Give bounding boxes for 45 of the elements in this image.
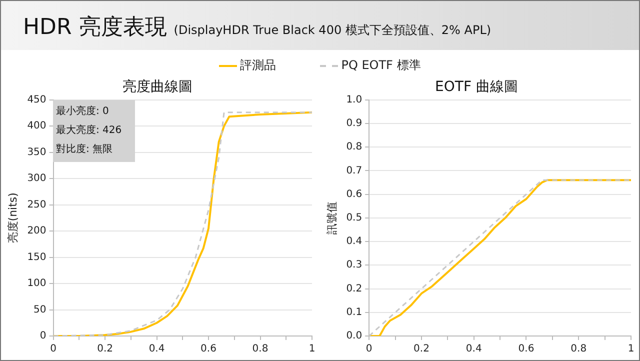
y-tick-label: 0.2	[346, 283, 362, 294]
y-tick-label: 0.6	[346, 188, 362, 200]
y-tick-label: 0.4	[346, 236, 362, 248]
y-tick-label: 100	[27, 278, 46, 290]
y-tick-label: 0.9	[346, 118, 362, 130]
legend-label: 評測品	[239, 57, 276, 74]
y-tick-label: 50	[34, 304, 46, 316]
y-tick-label: 0.1	[346, 306, 362, 318]
y-tick-label: 0.3	[346, 260, 362, 271]
y-axis-title: 訊號值	[325, 201, 338, 234]
y-tick-label: 0.7	[346, 165, 362, 176]
y-tick-label: 400	[27, 120, 46, 132]
legend-label: PQ EOTF 標準	[340, 57, 421, 74]
annotation: 最大亮度: 426	[56, 124, 123, 138]
x-tick-label: 0.2	[414, 344, 430, 355]
chart-title: 亮度曲線圖	[122, 79, 192, 96]
y-tick-label: 200	[27, 226, 46, 237]
x-tick-label: 1	[308, 344, 316, 355]
x-tick-label: 0.8	[570, 344, 587, 355]
y-tick-label: 0.0	[346, 330, 362, 342]
y-tick-label: 300	[27, 173, 46, 184]
y-tick-label: 350	[27, 146, 46, 158]
y-tick-label: 0.5	[346, 212, 362, 224]
y-tick-label: 250	[27, 199, 46, 210]
y-tick-label: 1.0	[346, 94, 362, 106]
chart-title: EOTF 曲線圖	[435, 79, 518, 96]
y-axis-title: 亮度(nits)	[6, 192, 20, 244]
x-tick-label: 0.4	[148, 344, 165, 355]
x-tick-label: 0.2	[97, 344, 113, 355]
annotation: 對比度: 無限	[56, 142, 114, 157]
x-tick-label: 0.6	[518, 344, 534, 355]
x-tick-label: 0	[50, 344, 56, 355]
y-tick-label: 0.8	[346, 142, 362, 153]
x-tick-label: 0.6	[200, 344, 216, 355]
annotation: 最小亮度: 0	[56, 104, 110, 119]
x-tick-label: 0.4	[466, 344, 482, 355]
x-tick-label: 0	[366, 344, 372, 355]
note-box: 最小亮度: 0 最大亮度: 426 對比度: 無限	[53, 100, 135, 162]
y-tick-label: 0	[40, 330, 46, 342]
text: HDR 亮度表現	[23, 15, 168, 40]
x-tick-label: 1	[628, 344, 634, 355]
text: (DisplayHDR True Black 400 模式下全預設值、2% APL)	[174, 23, 492, 37]
y-tick-label: 450	[27, 94, 46, 106]
x-tick-label: 0.8	[252, 344, 268, 355]
y-tick-label: 150	[27, 252, 46, 263]
